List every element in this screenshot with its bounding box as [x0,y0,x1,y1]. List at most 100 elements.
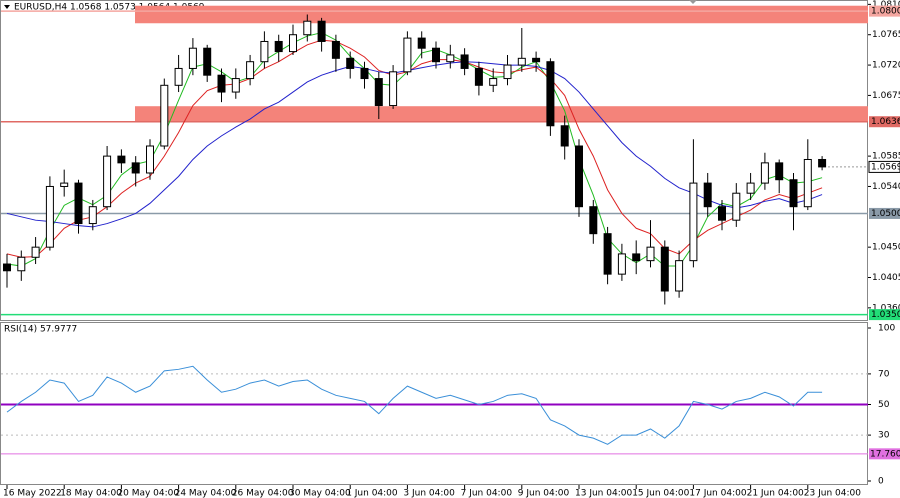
x-tick-label: 24 May 04:00 [175,489,237,498]
y-tick-label: 1.0450 [872,243,900,253]
y-tick-label: 30 [878,431,890,441]
x-tick-label: 9 Jun 04:00 [518,489,570,498]
candle-body [703,182,712,208]
candle-body [217,74,226,93]
candle-body [103,155,112,208]
chart-title: EURUSD,H4 1.0568 1.0573 1.0564 1.0569 [14,3,205,13]
level-label: 1.0350 [871,310,900,320]
x-tick-label: 15 Jun 04:00 [632,489,689,498]
level-tag [869,5,900,17]
candle-body [74,182,83,225]
candle-body [632,253,641,262]
candle-body [160,84,169,147]
moving-average [6,61,823,228]
x-tick-label: 13 Jun 04:00 [575,489,632,498]
candle-body [403,37,412,73]
zone [135,106,868,122]
level-tag [869,116,900,128]
candle-body [331,40,340,59]
candle-body [246,61,255,80]
candle-body [446,54,455,63]
candle-body [560,125,569,147]
candle-body [489,78,498,86]
y-tick-label: 100 [878,324,895,334]
candle-body [17,256,26,272]
candle-body [460,54,469,69]
candle-body [31,246,40,258]
candle-body [417,37,426,49]
candle-body [346,57,355,69]
candle-body [617,253,626,275]
candle-body [260,40,269,63]
y-tick-label: 1.0585 [872,152,900,162]
main-frame [0,0,868,321]
candle-body [203,47,212,76]
x-tick-label: 16 May 2022 [3,489,62,498]
candle-body [360,67,369,80]
moving-average [6,39,823,258]
y-tick-label: 1.0765 [872,30,900,40]
y-tick-label: 50 [878,400,890,410]
level-label: 1.0636 [871,117,900,127]
x-tick-label: 30 May 04:00 [289,489,351,498]
candle-body [646,246,655,262]
candle-body [718,206,726,221]
candle-body [131,162,140,174]
candle-body [789,179,798,208]
candle-body [3,263,11,272]
candle-body [474,67,483,86]
level-tag [869,207,900,219]
y-tick-label: 1.0810 [872,0,900,10]
candle-body [503,64,512,80]
rsi-title: RSI(14) 57.9777 [4,325,77,335]
candle-body [532,57,541,63]
rsi-line [6,365,823,445]
candle-body [146,145,154,174]
candle-body [603,233,612,275]
x-tick-label: 18 May 04:00 [60,489,122,498]
candle-body [546,61,555,127]
y-tick-label: 1.0675 [872,91,900,101]
x-tick-label: 17 Jun 04:00 [689,489,746,498]
candle-body [317,20,326,42]
level-label: 1.0500 [871,209,900,219]
candle-body [775,162,784,181]
candle-body [575,145,583,208]
candle-body [303,20,312,36]
candle-body [389,71,398,107]
y-tick-label: 70 [878,369,890,379]
rsi-level-tag [869,448,900,460]
x-tick-label: 23 Jun 04:00 [804,489,861,498]
candle-body [231,78,240,93]
last-price-label: 1.0569 [871,162,900,172]
x-tick-label: 26 May 04:00 [232,489,294,498]
candle-body [88,206,97,225]
candle-body [746,182,755,194]
menu-triangle [4,5,10,9]
candle-body [589,206,598,235]
y-tick-label: 1.0360 [872,303,900,313]
candle-body [689,182,698,262]
y-tick-label: 0 [878,477,884,487]
candle-body [732,192,741,221]
candle-body [803,158,812,208]
x-tick-label: 21 Jun 04:00 [747,489,804,498]
candle-body [818,158,827,168]
candle-body [274,40,283,53]
candle-body [45,185,54,248]
candle-body [289,34,297,53]
x-tick-label: 7 Jun 04:00 [461,489,513,498]
x-tick-label: 1 Jun 04:00 [346,489,398,498]
y-tick-label: 1.0405 [872,273,900,283]
candle-body [432,47,440,63]
last-price-tag [868,160,900,173]
candle-body [660,246,669,292]
candle-body [117,155,126,164]
level-label: 1.0800 [871,7,900,17]
zone [135,5,868,24]
shift-marker [689,0,697,4]
candle-body [374,78,383,107]
candle-body [60,182,69,187]
